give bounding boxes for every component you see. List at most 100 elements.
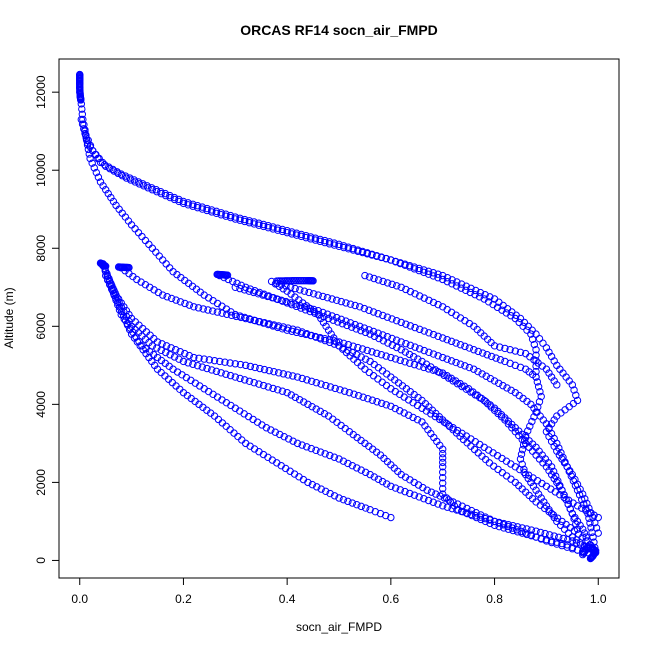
data-point (547, 463, 556, 471)
data-point (456, 341, 465, 349)
data-point (397, 346, 405, 354)
data-point (434, 352, 442, 360)
data-point (500, 519, 508, 528)
data-point (357, 502, 365, 511)
data-point (161, 189, 170, 198)
data-point (273, 295, 281, 303)
data-point (481, 514, 489, 523)
data-point (184, 199, 192, 207)
data-point (498, 468, 507, 477)
data-point (563, 543, 571, 551)
data-point (213, 308, 222, 316)
data-point (300, 287, 309, 295)
data-point (434, 300, 442, 309)
data-point (501, 344, 509, 353)
data-point (402, 285, 410, 294)
data-point (452, 282, 461, 290)
data-point (409, 413, 417, 422)
data-point (208, 307, 217, 315)
data-point (511, 347, 519, 355)
data-point (348, 461, 357, 470)
data-point (270, 368, 278, 376)
data-point (316, 407, 325, 416)
data-point (529, 482, 538, 490)
data-point (344, 341, 353, 349)
data-point (472, 286, 480, 295)
data-point (212, 207, 221, 216)
data-point (322, 381, 330, 390)
data-point (227, 311, 236, 320)
data-point (291, 393, 300, 402)
data-point (388, 315, 396, 323)
data-point (246, 362, 255, 371)
data-point (377, 253, 386, 261)
data-point (516, 455, 525, 463)
data-point (298, 374, 306, 383)
data-point (420, 346, 428, 355)
data-point (592, 524, 601, 532)
data-point (516, 314, 525, 323)
data-point (492, 354, 500, 362)
data-point (317, 485, 325, 493)
data-point (330, 239, 338, 247)
data-point (550, 513, 558, 522)
data-point (319, 318, 328, 327)
data-point (374, 276, 383, 284)
data-point (572, 391, 580, 399)
data-point (396, 486, 404, 494)
data-point (494, 465, 502, 474)
data-point (406, 489, 414, 498)
data-point (391, 355, 400, 363)
data-point (434, 274, 442, 282)
data-point (539, 339, 547, 347)
data-point (274, 369, 283, 377)
data-point (125, 325, 134, 334)
data-point (110, 167, 118, 175)
data-point (414, 355, 422, 363)
data-point (585, 514, 593, 522)
data-point (274, 323, 282, 332)
data-point (387, 256, 395, 264)
data-point (274, 224, 282, 232)
data-point (324, 326, 333, 334)
data-point (216, 357, 224, 366)
data-point (274, 322, 283, 330)
data-point (453, 278, 461, 286)
data-point (424, 270, 433, 278)
data-point (172, 296, 180, 304)
data-point (489, 462, 498, 470)
data-point (415, 493, 423, 501)
data-point (401, 358, 409, 366)
data-point (259, 291, 267, 299)
data-point (214, 415, 223, 424)
data-point (555, 533, 563, 541)
data-point (203, 204, 211, 213)
data-point (217, 369, 225, 377)
data-point (138, 232, 146, 241)
data-point (307, 233, 315, 241)
data-point (313, 483, 321, 491)
data-point (507, 386, 515, 394)
data-point (366, 470, 374, 479)
data-point (518, 460, 526, 468)
data-point (333, 313, 341, 322)
data-point (240, 286, 249, 294)
data-point (439, 271, 447, 280)
data-point (303, 329, 311, 338)
data-point (363, 249, 371, 257)
data-point (583, 499, 591, 508)
x-tick-label: 0.8 (486, 592, 503, 606)
data-point (277, 296, 286, 304)
data-point (314, 310, 322, 319)
data-point (387, 402, 395, 410)
data-point (322, 322, 330, 330)
data-point (336, 386, 344, 394)
data-point (452, 358, 460, 367)
data-point (387, 513, 395, 522)
data-point (483, 351, 491, 359)
data-point (212, 367, 221, 376)
data-point (383, 313, 392, 321)
data-point (550, 416, 558, 424)
data-point (411, 290, 419, 298)
data-point (420, 495, 428, 503)
